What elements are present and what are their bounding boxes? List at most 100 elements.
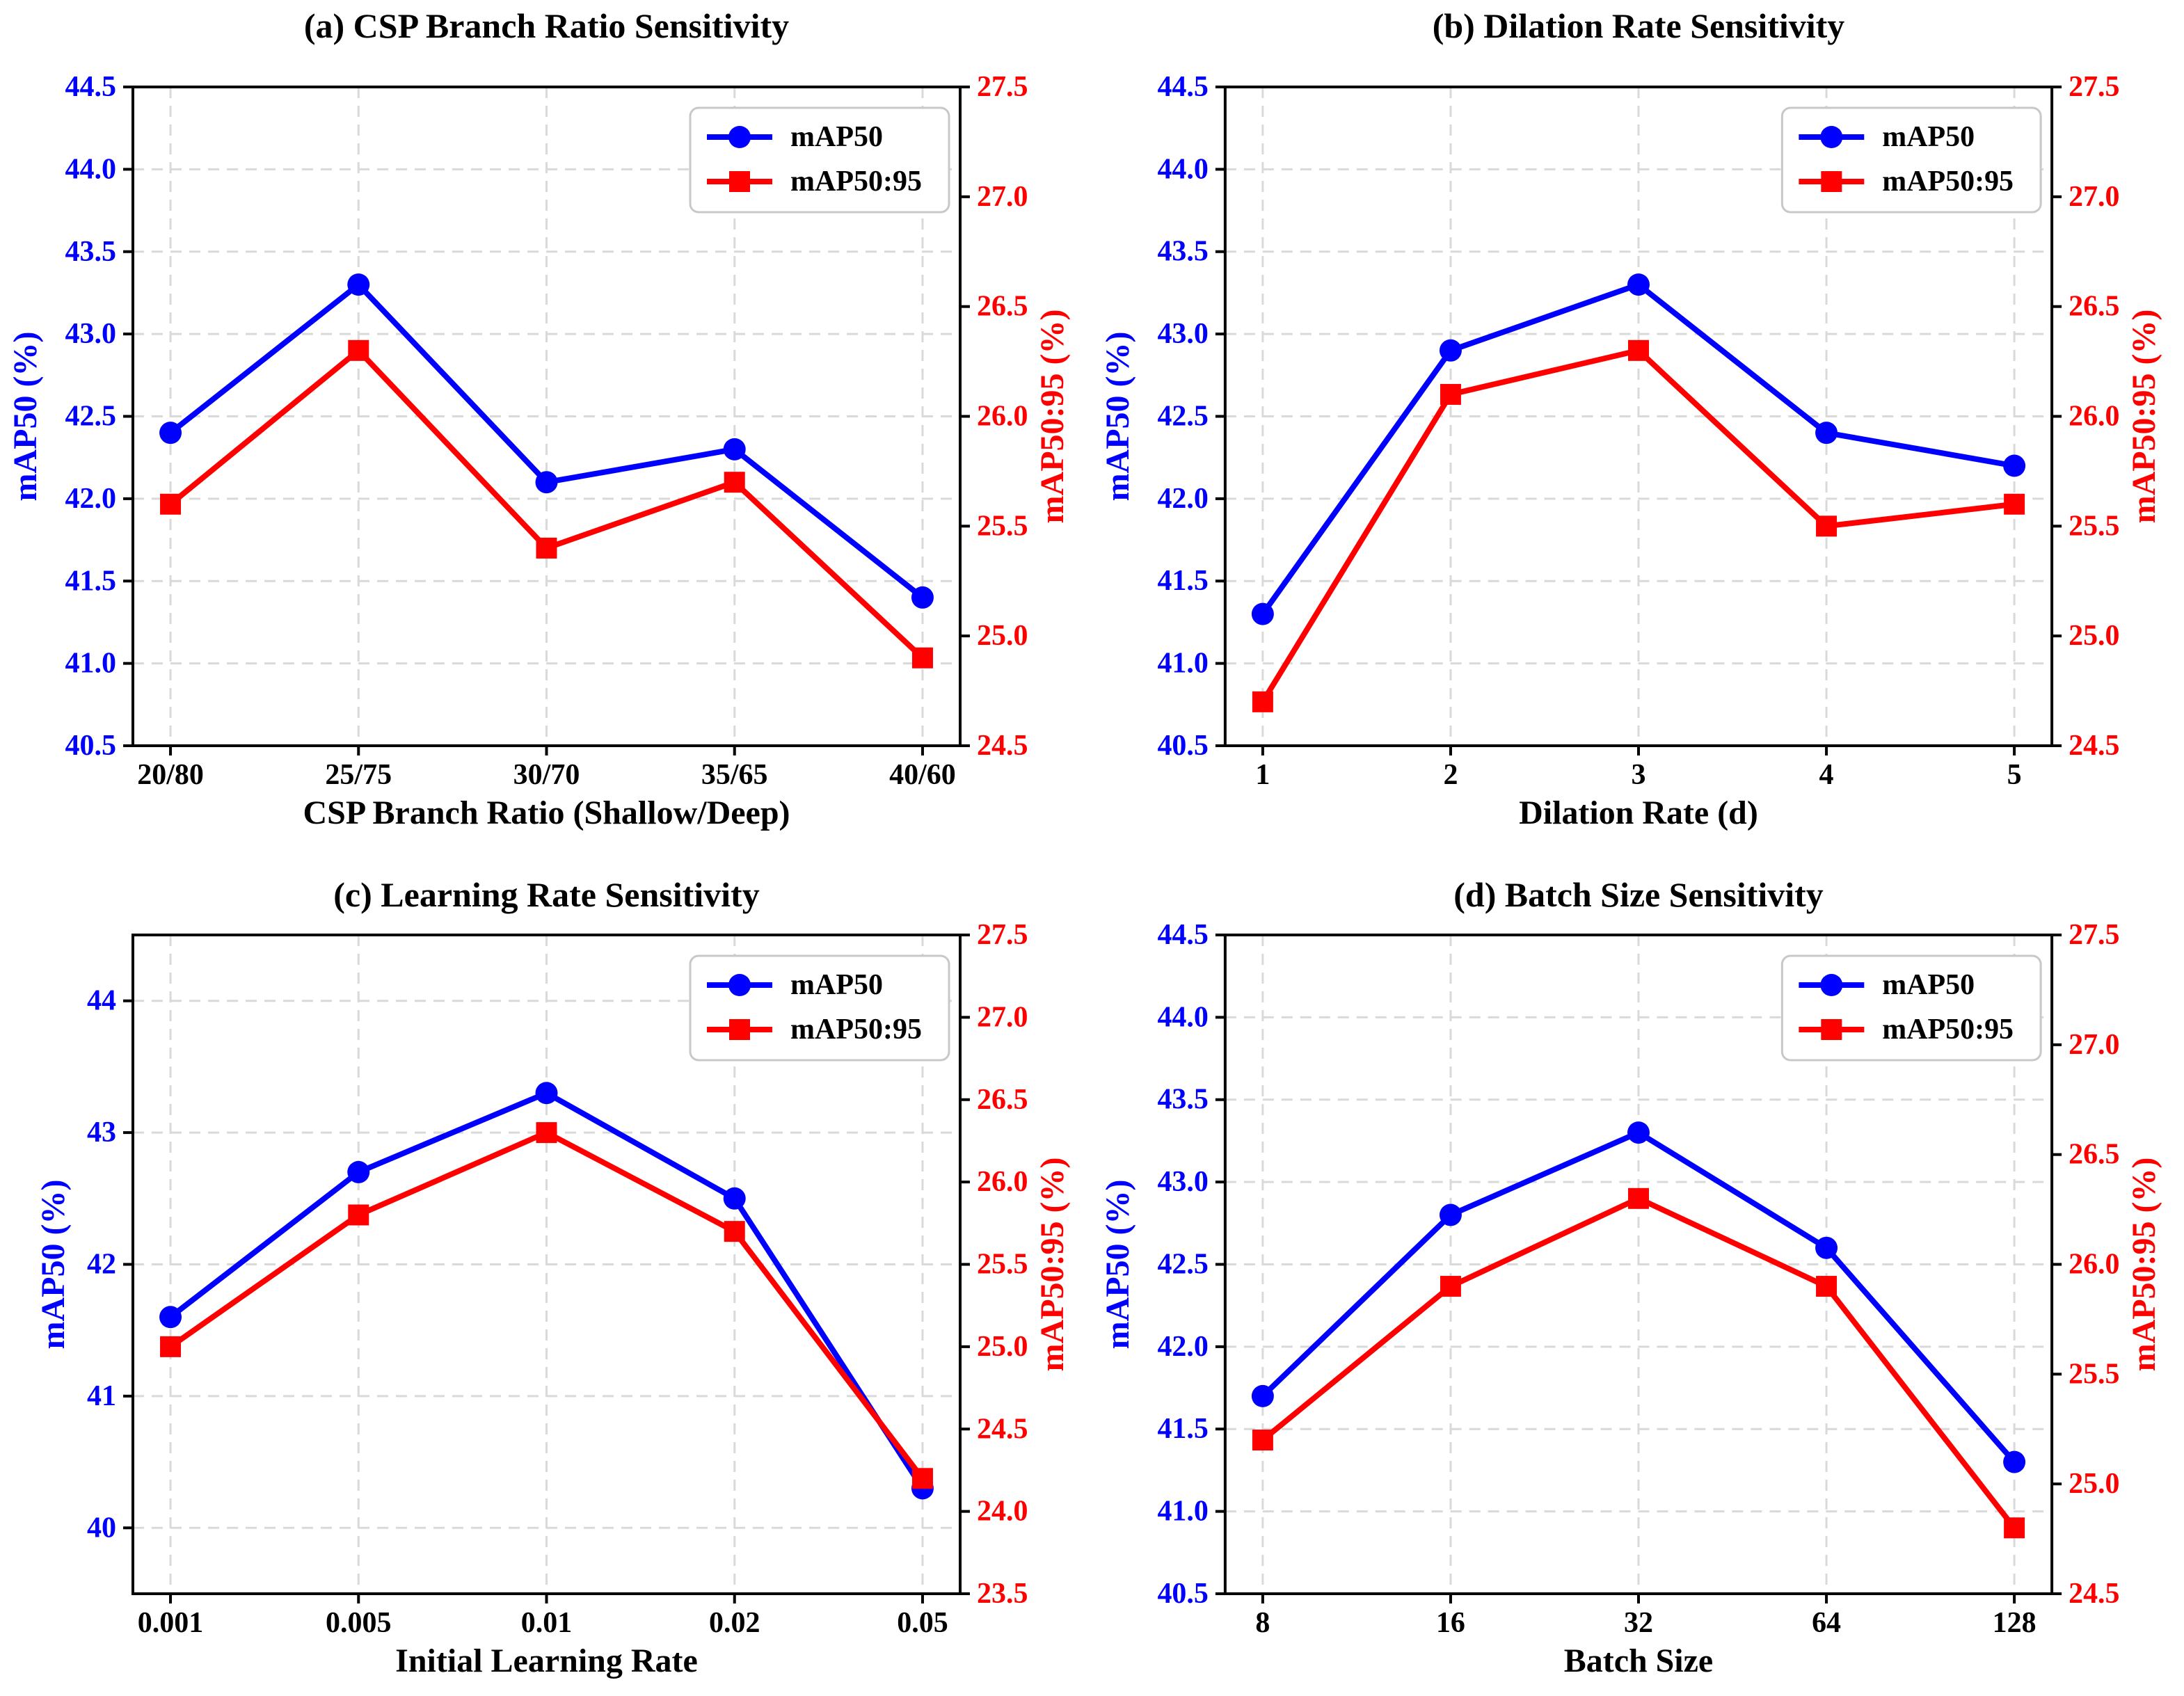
data-point-mAP50-1 [347,1160,370,1183]
data-point-mAP50:95-4 [911,1468,933,1489]
right-tick-label: 26.5 [977,1084,1028,1116]
data-point-mAP50-2 [535,471,558,494]
x-tick-label: 4 [1819,759,1834,791]
data-point-mAP50-1 [1439,1203,1462,1226]
chart-b-canvas: 40.5 41.0 41.5 42.0 42.5 43.0 43.5 44.0 44.5 24.5… [1099,6,2162,831]
left-tick-label: 44.0 [65,153,117,185]
x-tick-label: 16 [1436,1607,1465,1639]
right-tick-label: 25.0 [977,1331,1028,1363]
right-tick-label: 25.5 [977,1249,1028,1281]
right-tick-label: 24.5 [2069,730,2119,762]
y-axis-label-right: mAP50:95 (%) [2126,1158,2162,1372]
right-tick-label: 26.0 [977,401,1028,433]
x-tick-label: 0.005 [326,1607,392,1639]
legend-label: mAP50 [1882,969,1975,1001]
left-tick-label: 43.5 [1157,236,1208,268]
right-tick-label: 26.5 [2069,291,2119,323]
legend-marker-circle [728,126,751,148]
right-tick-label: 23.5 [977,1578,1028,1610]
data-point-mAP50:95-1 [348,339,369,361]
y-axis-label-left: mAP50 (%) [1099,332,1136,502]
legend-marker-square [729,171,750,192]
right-tick-label: 27.5 [977,71,1028,103]
left-tick-label: 42 [87,1249,116,1281]
left-tick-label: 42.5 [65,401,117,433]
data-point-mAP50:95-3 [1816,515,1838,537]
y-axis-label-left: mAP50 (%) [7,332,44,502]
y-axis-label-left: mAP50 (%) [35,1180,72,1350]
data-point-mAP50-2 [1627,1121,1650,1144]
chart-title: (d) Batch Size Sensitivity [1453,875,1823,914]
data-point-mAP50-2 [535,1082,558,1105]
right-tick-label: 25.5 [977,510,1028,542]
x-tick-label: 20/80 [137,759,204,791]
left-tick-label: 42.5 [1157,400,1208,432]
data-point-mAP50-4 [2003,1450,2026,1473]
chart-title: (c) Learning Rate Sensitivity [333,875,759,914]
data-point-mAP50:95-2 [536,1122,557,1144]
y-axis-label-right: mAP50:95 (%) [1034,310,1071,524]
right-tick-label: 26.0 [2069,400,2119,432]
x-tick-label: 0.05 [897,1607,948,1639]
right-tick-label: 27.5 [2069,919,2119,951]
left-tick-label: 41.5 [1157,1413,1208,1445]
left-tick-label: 42.5 [1157,1248,1208,1280]
left-tick-label: 41.5 [1157,565,1208,597]
data-point-mAP50:95-1 [348,1204,369,1226]
x-axis-label: Initial Learning Rate [395,1642,698,1679]
left-tick-label: 40 [87,1512,116,1544]
data-point-mAP50:95-4 [911,647,933,669]
data-point-mAP50:95-4 [2004,1517,2025,1539]
right-tick-label: 25.5 [2069,1358,2119,1390]
series-line-mAP50:95 [1259,1195,2018,1531]
data-point-mAP50:95-0 [1252,691,1273,712]
left-tick-label: 44.0 [1157,153,1208,185]
right-tick-label: 24.5 [977,730,1028,762]
data-point-mAP50-1 [347,273,370,296]
right-tick-label: 24.5 [2069,1578,2119,1610]
chart-a-canvas: 40.5 41.0 41.5 42.0 42.5 43.0 43.5 44.0 44.5 24.5… [7,6,1071,831]
left-tick-label: 43.5 [65,236,117,268]
x-tick-label: 35/65 [701,759,768,791]
left-tick-label: 43.0 [1157,318,1208,350]
legend-box [689,954,950,1062]
data-point-mAP50:95-3 [724,472,745,493]
x-tick-label: 64 [1812,1607,1841,1639]
right-tick-label: 25.0 [2069,620,2119,652]
left-tick-label: 44.0 [1157,1001,1208,1033]
y-axis-label-left: mAP50 (%) [1099,1180,1136,1350]
left-tick-label: 41.5 [65,565,117,597]
left-tick-label: 41 [87,1380,116,1412]
legend-marker-square [1821,1019,1842,1040]
right-tick-label: 24.0 [977,1496,1028,1528]
left-tick-label: 40.5 [65,730,117,762]
x-tick-label: 128 [1993,1607,2036,1639]
left-tick-label: 40.5 [1157,730,1208,762]
right-tick-label: 26.5 [977,291,1028,323]
x-axis-label: Batch Size [1564,1642,1713,1679]
right-tick-label: 27.0 [977,181,1028,213]
data-point-mAP50-0 [159,422,182,445]
data-point-mAP50:95-1 [1440,383,1461,405]
x-tick-label: 25/75 [325,759,392,791]
x-axis-label: CSP Branch Ratio (Shallow/Deep) [303,794,790,831]
x-tick-label: 8 [1255,1607,1270,1639]
legend-label: mAP50:95 [1882,166,2014,198]
chart-panel-c: 40 41 42 43 44 23.5 24.0 24.5 25.0 25.5 26.0 26.5 27… [0,848,1092,1696]
legend-box [689,106,950,214]
x-tick-label: 5 [2007,759,2022,791]
x-axis-label: Dilation Rate (d) [1519,794,1758,831]
right-tick-label: 25.0 [977,620,1028,652]
data-point-mAP50-0 [1251,602,1274,625]
y-axis-label-right: mAP50:95 (%) [2126,310,2162,524]
x-tick-label: 0.01 [521,1607,573,1639]
data-point-mAP50:95-3 [1816,1276,1838,1297]
x-tick-label: 1 [1255,759,1270,791]
x-tick-label: 3 [1632,759,1646,791]
data-point-mAP50-3 [1815,422,1838,445]
left-tick-label: 43 [87,1117,116,1149]
left-tick-label: 43.0 [65,318,117,350]
data-point-mAP50:95-0 [160,493,182,515]
x-tick-label: 30/70 [513,759,580,791]
x-tick-label: 32 [1624,1607,1653,1639]
